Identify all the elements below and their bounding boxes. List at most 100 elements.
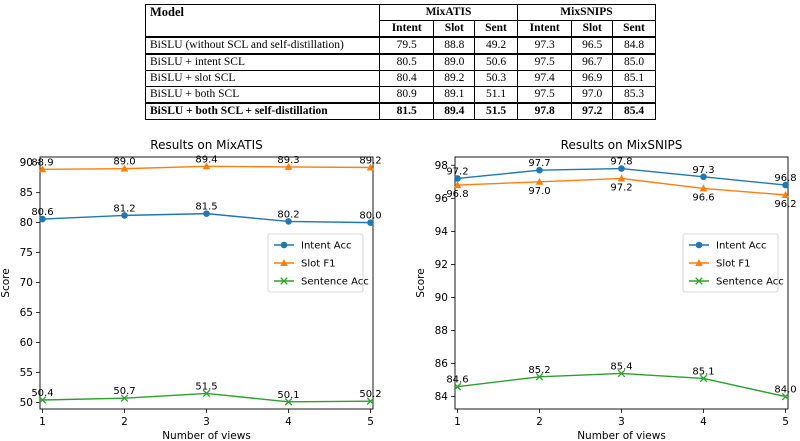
series-line bbox=[42, 392, 371, 403]
legend-marker bbox=[695, 277, 703, 285]
table-cell: 85.1 bbox=[612, 70, 656, 87]
y-tick-label: 90 bbox=[20, 157, 33, 169]
table-subheader: Slot bbox=[433, 20, 476, 38]
data-point bbox=[535, 177, 544, 185]
x-tick-label: 4 bbox=[285, 416, 292, 428]
data-label: 97.2 bbox=[446, 166, 468, 177]
data-point bbox=[781, 191, 790, 199]
data-point bbox=[699, 184, 708, 192]
data-label: 84.0 bbox=[774, 385, 796, 396]
data-label: 50.1 bbox=[277, 390, 299, 401]
chart-1: Results on MixATIS 50 55 60 65 70 75 80 85 90 1 2 3 4… bbox=[0, 138, 382, 441]
data-label: 96.6 bbox=[692, 192, 714, 203]
x-tick-label: 3 bbox=[618, 416, 625, 428]
legend-label: Slot F1 bbox=[716, 259, 750, 270]
data-label: 50.2 bbox=[359, 389, 381, 400]
y-tick-label: 96 bbox=[435, 193, 449, 205]
data-label: 80.0 bbox=[359, 211, 381, 222]
data-label: 50.4 bbox=[31, 388, 53, 399]
table-cell: 97.8 bbox=[516, 102, 573, 120]
data-label: 97.0 bbox=[528, 186, 550, 197]
data-point-stroke bbox=[453, 382, 462, 391]
y-tick-label: 84 bbox=[435, 391, 449, 403]
table-cell-model: BiSLU (without SCL and self-distillation… bbox=[145, 36, 380, 55]
table-cell: 51.5 bbox=[474, 102, 518, 120]
data-point bbox=[39, 215, 46, 223]
table-cell: 51.1 bbox=[474, 86, 518, 104]
data-label: 85.2 bbox=[528, 365, 550, 376]
data-point bbox=[366, 397, 375, 405]
legend-item: Slot F1 bbox=[689, 259, 750, 270]
y-tick-label: 90 bbox=[435, 292, 448, 304]
data-point bbox=[700, 173, 707, 181]
data-point bbox=[367, 219, 374, 226]
x-tick-label: 4 bbox=[700, 416, 707, 428]
y-tick-label: 70 bbox=[20, 277, 33, 289]
data-label: 96.8 bbox=[774, 173, 796, 184]
legend-item: Sentence Acc bbox=[689, 277, 784, 288]
table-subheader-row: Intent Slot Sent Intent Slot Sent bbox=[146, 20, 656, 38]
x-axis-label: Number of views bbox=[162, 430, 251, 441]
y-tick-label: 98 bbox=[435, 160, 448, 172]
table-cell: 97.2 bbox=[571, 102, 614, 120]
series-intent-acc: 97.2 97.7 97.8 97.3 96.8 bbox=[446, 157, 797, 189]
y-tick-label: 94 bbox=[435, 226, 449, 238]
data-label: 96.8 bbox=[446, 189, 468, 200]
data-point bbox=[38, 165, 47, 173]
table-cell: 80.5 bbox=[378, 53, 435, 71]
data-label: 80.2 bbox=[277, 209, 299, 220]
series-intent-acc: 80.6 81.2 81.5 80.2 80.0 bbox=[31, 202, 382, 226]
data-point bbox=[202, 389, 211, 398]
chart-title: Results on MixSNIPS bbox=[561, 138, 683, 152]
table-header-row: Model MixATIS MixSNIPS bbox=[145, 4, 657, 38]
data-point-stroke bbox=[284, 398, 293, 406]
y-tick-label: 86 bbox=[435, 358, 449, 370]
data-point-stroke bbox=[617, 369, 626, 378]
data-label: 80.6 bbox=[31, 207, 53, 218]
data-label: 81.5 bbox=[195, 202, 217, 213]
data-point bbox=[781, 392, 790, 401]
legend-label: Slot F1 bbox=[301, 259, 335, 270]
legend-label: Sentence Acc bbox=[301, 277, 369, 288]
data-label: 97.8 bbox=[610, 157, 632, 168]
table-header-mixsnips: MixSNIPS bbox=[516, 4, 657, 21]
data-point bbox=[699, 374, 708, 383]
table-cell: 97.3 bbox=[516, 36, 573, 55]
data-point bbox=[38, 396, 47, 404]
x-axis-label: Number of views bbox=[577, 430, 666, 441]
legend-marker-stroke bbox=[280, 277, 288, 285]
table-cell: 89.4 bbox=[433, 102, 476, 120]
table-cell: 89.2 bbox=[433, 70, 476, 87]
data-point bbox=[366, 163, 375, 171]
x-tick-label: 2 bbox=[536, 416, 543, 428]
data-label: 51.5 bbox=[195, 381, 217, 392]
legend-label: Sentence Acc bbox=[716, 277, 784, 288]
legend-box bbox=[267, 233, 364, 293]
data-label: 89.2 bbox=[359, 155, 381, 166]
data-label: 89.3 bbox=[277, 155, 299, 166]
table-cell: 85.0 bbox=[612, 53, 656, 71]
data-label: 97.7 bbox=[528, 158, 550, 169]
y-tick-label: 65 bbox=[20, 307, 33, 319]
data-point bbox=[284, 398, 293, 406]
y-tick-label: 92 bbox=[435, 259, 448, 271]
legend-marker bbox=[695, 241, 703, 249]
data-point-stroke bbox=[535, 373, 544, 381]
data-point bbox=[453, 382, 462, 391]
table-header-mixatis: MixATIS bbox=[379, 4, 518, 21]
data-point bbox=[453, 181, 462, 189]
data-label: 89.0 bbox=[113, 157, 135, 168]
data-label: 89.4 bbox=[195, 154, 217, 165]
legend-marker bbox=[280, 241, 288, 249]
y-tick-label: 88 bbox=[435, 325, 448, 337]
data-point bbox=[782, 181, 789, 189]
table-cell: 96.5 bbox=[571, 36, 614, 55]
data-label: 84.6 bbox=[446, 375, 468, 386]
x-tick-label: 5 bbox=[367, 416, 374, 428]
data-point-stroke bbox=[202, 389, 211, 398]
data-point bbox=[617, 369, 626, 378]
legend-label: Intent Acc bbox=[301, 241, 351, 252]
data-point bbox=[285, 218, 292, 225]
table-cell: 79.5 bbox=[378, 36, 435, 55]
x-tick-label: 1 bbox=[454, 416, 461, 428]
